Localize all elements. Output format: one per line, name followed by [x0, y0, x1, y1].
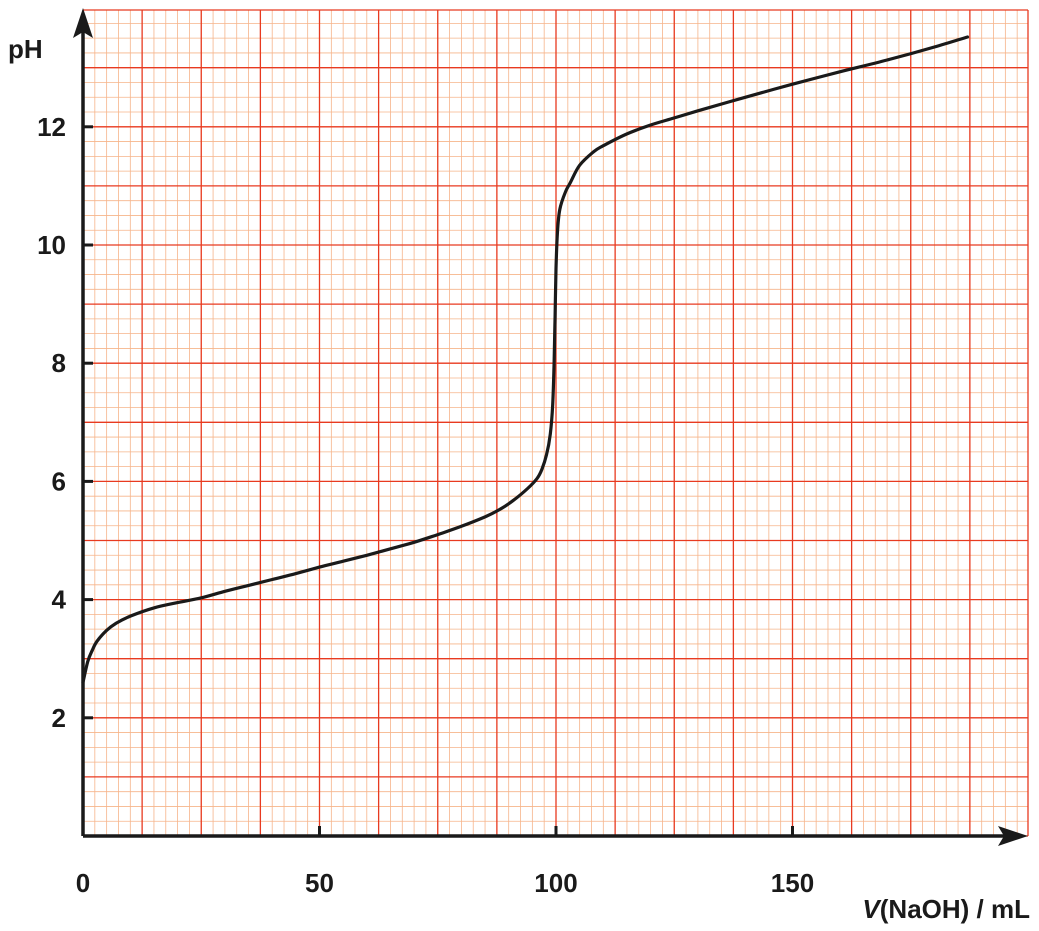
tick-labels: 0 50 100 150 2 4 6 8 10 12: [37, 112, 814, 898]
y-tick-label: 2: [52, 703, 66, 733]
x-tick-label: 50: [305, 868, 334, 898]
x-axis-label-variable: V: [862, 894, 882, 924]
x-tick-label: 150: [771, 868, 814, 898]
y-tick-label: 6: [52, 466, 66, 496]
axes: [73, 8, 1028, 846]
y-axis-arrow: [73, 8, 93, 38]
x-tick-label: 100: [534, 868, 577, 898]
x-axis-label: V(NaOH) / mL: [862, 894, 1030, 924]
y-axis-label: pH: [8, 34, 43, 64]
y-tick-label: 4: [52, 585, 67, 615]
y-tick-label: 8: [52, 348, 66, 378]
y-tick-label: 12: [37, 112, 66, 142]
y-tick-label: 10: [37, 230, 66, 260]
titration-curve: [81, 35, 970, 684]
x-axis-label-unit: (NaOH) / mL: [880, 894, 1030, 924]
x-tick-label: 0: [76, 868, 90, 898]
x-axis-arrow: [998, 826, 1028, 846]
